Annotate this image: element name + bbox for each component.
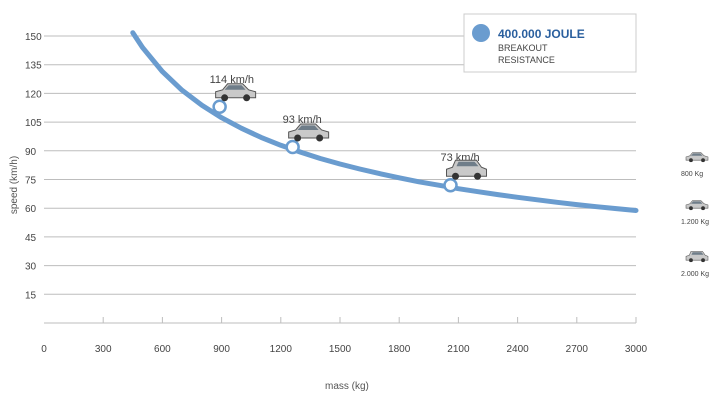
- car-icon: [446, 159, 488, 180]
- x-axis-ticks: 0 300 600 900 1200 1500 1800 2100 2400 2700 3000: [41, 317, 648, 355]
- car-icon: [215, 83, 257, 102]
- car-legend-label: 800 Kg: [681, 171, 703, 178]
- x-axis-label: mass (kg): [325, 381, 369, 392]
- small-car-icon: [685, 152, 709, 163]
- data-point: [443, 177, 458, 193]
- x-tick-label: 300: [95, 344, 112, 355]
- x-tick-label: 900: [213, 344, 230, 355]
- legend-box: [463, 13, 637, 73]
- legend-line-2: RESISTANCE: [498, 55, 555, 65]
- y-tick-label: 15: [25, 290, 37, 301]
- point-label: 93 km/h: [283, 114, 322, 126]
- data-point: [212, 99, 227, 115]
- data-point: [285, 139, 300, 155]
- series-line: [130, 30, 639, 213]
- x-tick-label: 1200: [270, 344, 293, 355]
- points-layer: 114 km/h93 km/h73 km/h: [210, 74, 488, 193]
- y-tick-label: 30: [25, 262, 37, 273]
- x-tick-label: 2400: [506, 344, 529, 355]
- x-tick-label: 1800: [388, 344, 411, 355]
- car-legend-label: 2.000 Kg: [681, 271, 709, 278]
- suv-car-icon: [685, 251, 709, 263]
- y-tick-label: 75: [25, 176, 37, 187]
- x-tick-label: 2700: [566, 344, 589, 355]
- y-tick-label: 135: [25, 61, 42, 72]
- legend-title: 400.000 JOULE: [498, 27, 585, 41]
- y-tick-label: 90: [25, 147, 37, 158]
- y-tick-label: 60: [25, 204, 37, 215]
- x-tick-label: 600: [154, 344, 171, 355]
- legend-marker-icon: [472, 24, 490, 42]
- y-tick-label: 150: [25, 32, 42, 43]
- grid: [44, 35, 636, 324]
- medium-car-icon: [685, 200, 709, 211]
- point-label: 114 km/h: [210, 74, 254, 86]
- car-legend: 800 Kg 1.200 Kg 2.000 Kg: [681, 152, 709, 278]
- y-tick-label: 45: [25, 233, 37, 244]
- x-tick-label: 2100: [447, 344, 470, 355]
- y-axis-ticks: 15 30 45 60 75 90 105 120 135 150: [25, 32, 42, 301]
- x-tick-label: 0: [41, 344, 47, 355]
- series-layer: [130, 30, 639, 213]
- y-tick-label: 120: [25, 89, 42, 100]
- legend-line-1: BREAKOUT: [498, 43, 548, 53]
- x-tick-label: 3000: [625, 344, 648, 355]
- car-legend-label: 1.200 Kg: [681, 219, 709, 226]
- car-icon: [288, 123, 330, 142]
- y-axis-label: speed (km/h): [9, 156, 20, 214]
- legend: 400.000 JOULE BREAKOUT RESISTANCE: [463, 13, 637, 73]
- x-tick-label: 1500: [329, 344, 352, 355]
- y-tick-label: 105: [25, 118, 42, 129]
